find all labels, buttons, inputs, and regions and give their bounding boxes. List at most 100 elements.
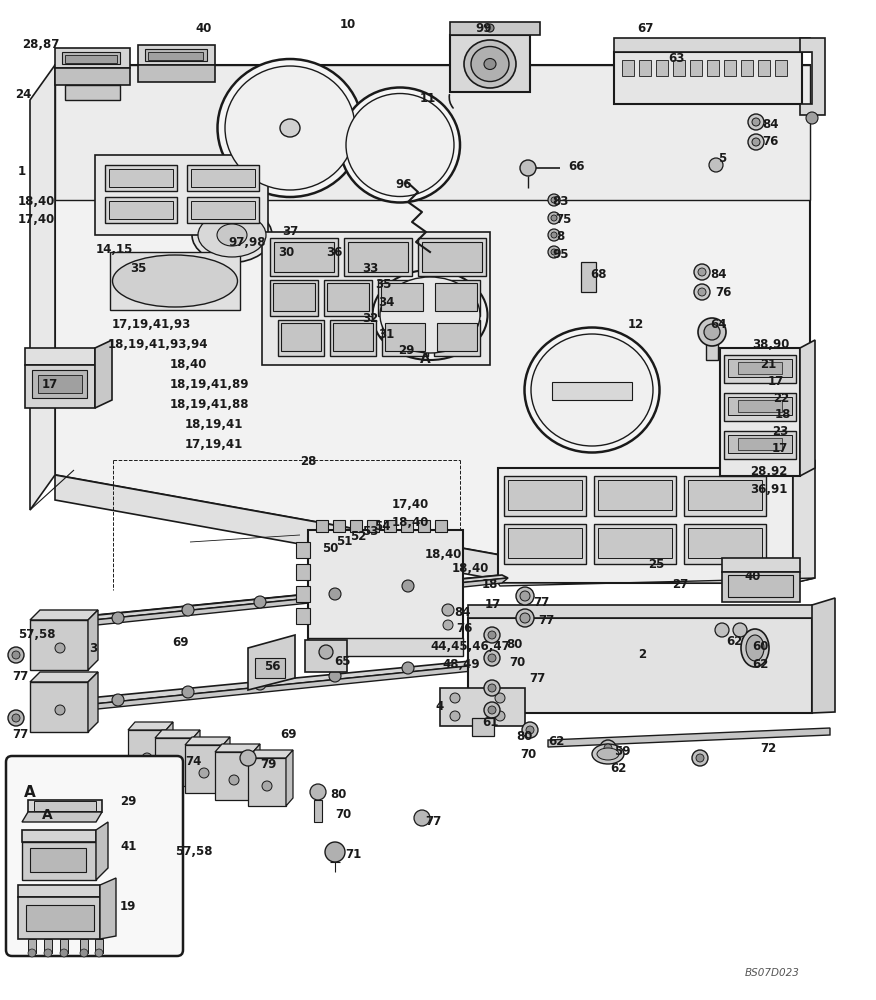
Bar	[728, 397, 792, 415]
Circle shape	[450, 693, 460, 703]
Text: 40: 40	[195, 22, 211, 35]
Bar	[673, 60, 685, 76]
Circle shape	[12, 651, 20, 659]
Text: 10: 10	[340, 18, 357, 31]
Text: 51: 51	[336, 535, 352, 548]
Polygon shape	[614, 38, 810, 52]
Circle shape	[488, 631, 496, 639]
Text: ...: ...	[418, 151, 426, 160]
Circle shape	[522, 722, 538, 738]
Text: 48,49: 48,49	[442, 658, 480, 671]
Circle shape	[310, 784, 326, 800]
Circle shape	[442, 604, 454, 616]
Circle shape	[254, 678, 266, 690]
Text: 17: 17	[42, 378, 58, 391]
Bar	[468, 618, 812, 713]
Circle shape	[752, 118, 760, 126]
Text: 18: 18	[775, 408, 791, 421]
Text: 77: 77	[529, 672, 545, 685]
Circle shape	[55, 705, 65, 715]
Bar	[327, 283, 369, 311]
Circle shape	[443, 620, 453, 630]
Bar	[255, 658, 285, 678]
Circle shape	[112, 612, 124, 624]
Bar	[738, 362, 782, 374]
Polygon shape	[215, 744, 260, 752]
Text: 41: 41	[120, 840, 137, 853]
Bar	[724, 431, 796, 459]
Text: 50: 50	[322, 542, 338, 555]
Bar	[281, 323, 321, 351]
Circle shape	[8, 710, 24, 726]
Bar	[720, 348, 800, 476]
Bar	[504, 524, 586, 564]
Bar	[418, 238, 486, 276]
Ellipse shape	[741, 629, 769, 667]
Bar	[656, 60, 668, 76]
Bar	[308, 638, 463, 656]
Text: 28,92: 28,92	[750, 465, 788, 478]
Bar	[504, 476, 586, 516]
Text: 38,90: 38,90	[752, 338, 789, 351]
Text: 80: 80	[330, 788, 346, 801]
Circle shape	[548, 229, 560, 241]
Polygon shape	[30, 610, 98, 620]
Text: 69: 69	[172, 636, 188, 649]
Circle shape	[450, 711, 460, 721]
Bar	[34, 801, 96, 811]
Circle shape	[733, 623, 747, 637]
Bar	[738, 400, 782, 412]
Text: 18,19,41,88: 18,19,41,88	[170, 398, 250, 411]
Bar	[434, 320, 480, 356]
Bar	[44, 939, 52, 953]
Text: 56: 56	[264, 660, 280, 673]
Circle shape	[551, 197, 557, 203]
Text: 27: 27	[672, 578, 689, 591]
Text: 29: 29	[398, 344, 414, 357]
Bar	[350, 520, 362, 532]
Text: 35: 35	[375, 278, 392, 291]
Text: 77: 77	[533, 596, 549, 609]
Bar	[435, 283, 477, 311]
Text: 28: 28	[300, 455, 316, 468]
Text: 69: 69	[280, 728, 296, 741]
Bar	[145, 49, 207, 61]
Text: 63: 63	[668, 52, 684, 65]
Text: 25: 25	[648, 558, 664, 571]
Bar	[270, 280, 318, 316]
Bar	[296, 542, 310, 558]
Text: 57,58: 57,58	[175, 845, 213, 858]
Circle shape	[12, 714, 20, 722]
Text: BS07D023: BS07D023	[745, 968, 800, 978]
Polygon shape	[193, 730, 200, 786]
Text: 54: 54	[374, 520, 391, 533]
Text: 4: 4	[435, 700, 443, 713]
Text: 99: 99	[475, 22, 491, 35]
Bar	[508, 480, 582, 510]
Circle shape	[488, 654, 496, 662]
Bar	[598, 480, 672, 510]
Text: 18,40: 18,40	[452, 562, 490, 575]
Circle shape	[488, 684, 496, 692]
Ellipse shape	[217, 59, 363, 197]
Ellipse shape	[198, 213, 266, 257]
Text: 17: 17	[485, 598, 501, 611]
Bar	[215, 752, 253, 800]
Bar	[148, 52, 203, 60]
Text: 76: 76	[456, 622, 472, 635]
Text: 84: 84	[710, 268, 726, 281]
Circle shape	[604, 744, 612, 752]
Ellipse shape	[225, 66, 355, 190]
Polygon shape	[18, 885, 100, 897]
Circle shape	[520, 160, 536, 176]
Text: 76: 76	[762, 135, 779, 148]
Polygon shape	[55, 65, 810, 555]
Circle shape	[692, 750, 708, 766]
Bar	[22, 842, 96, 880]
Bar	[738, 438, 782, 450]
Bar	[187, 165, 259, 191]
Bar	[308, 530, 463, 640]
Text: 80: 80	[506, 638, 522, 651]
Bar	[187, 197, 259, 223]
Bar	[728, 359, 792, 377]
